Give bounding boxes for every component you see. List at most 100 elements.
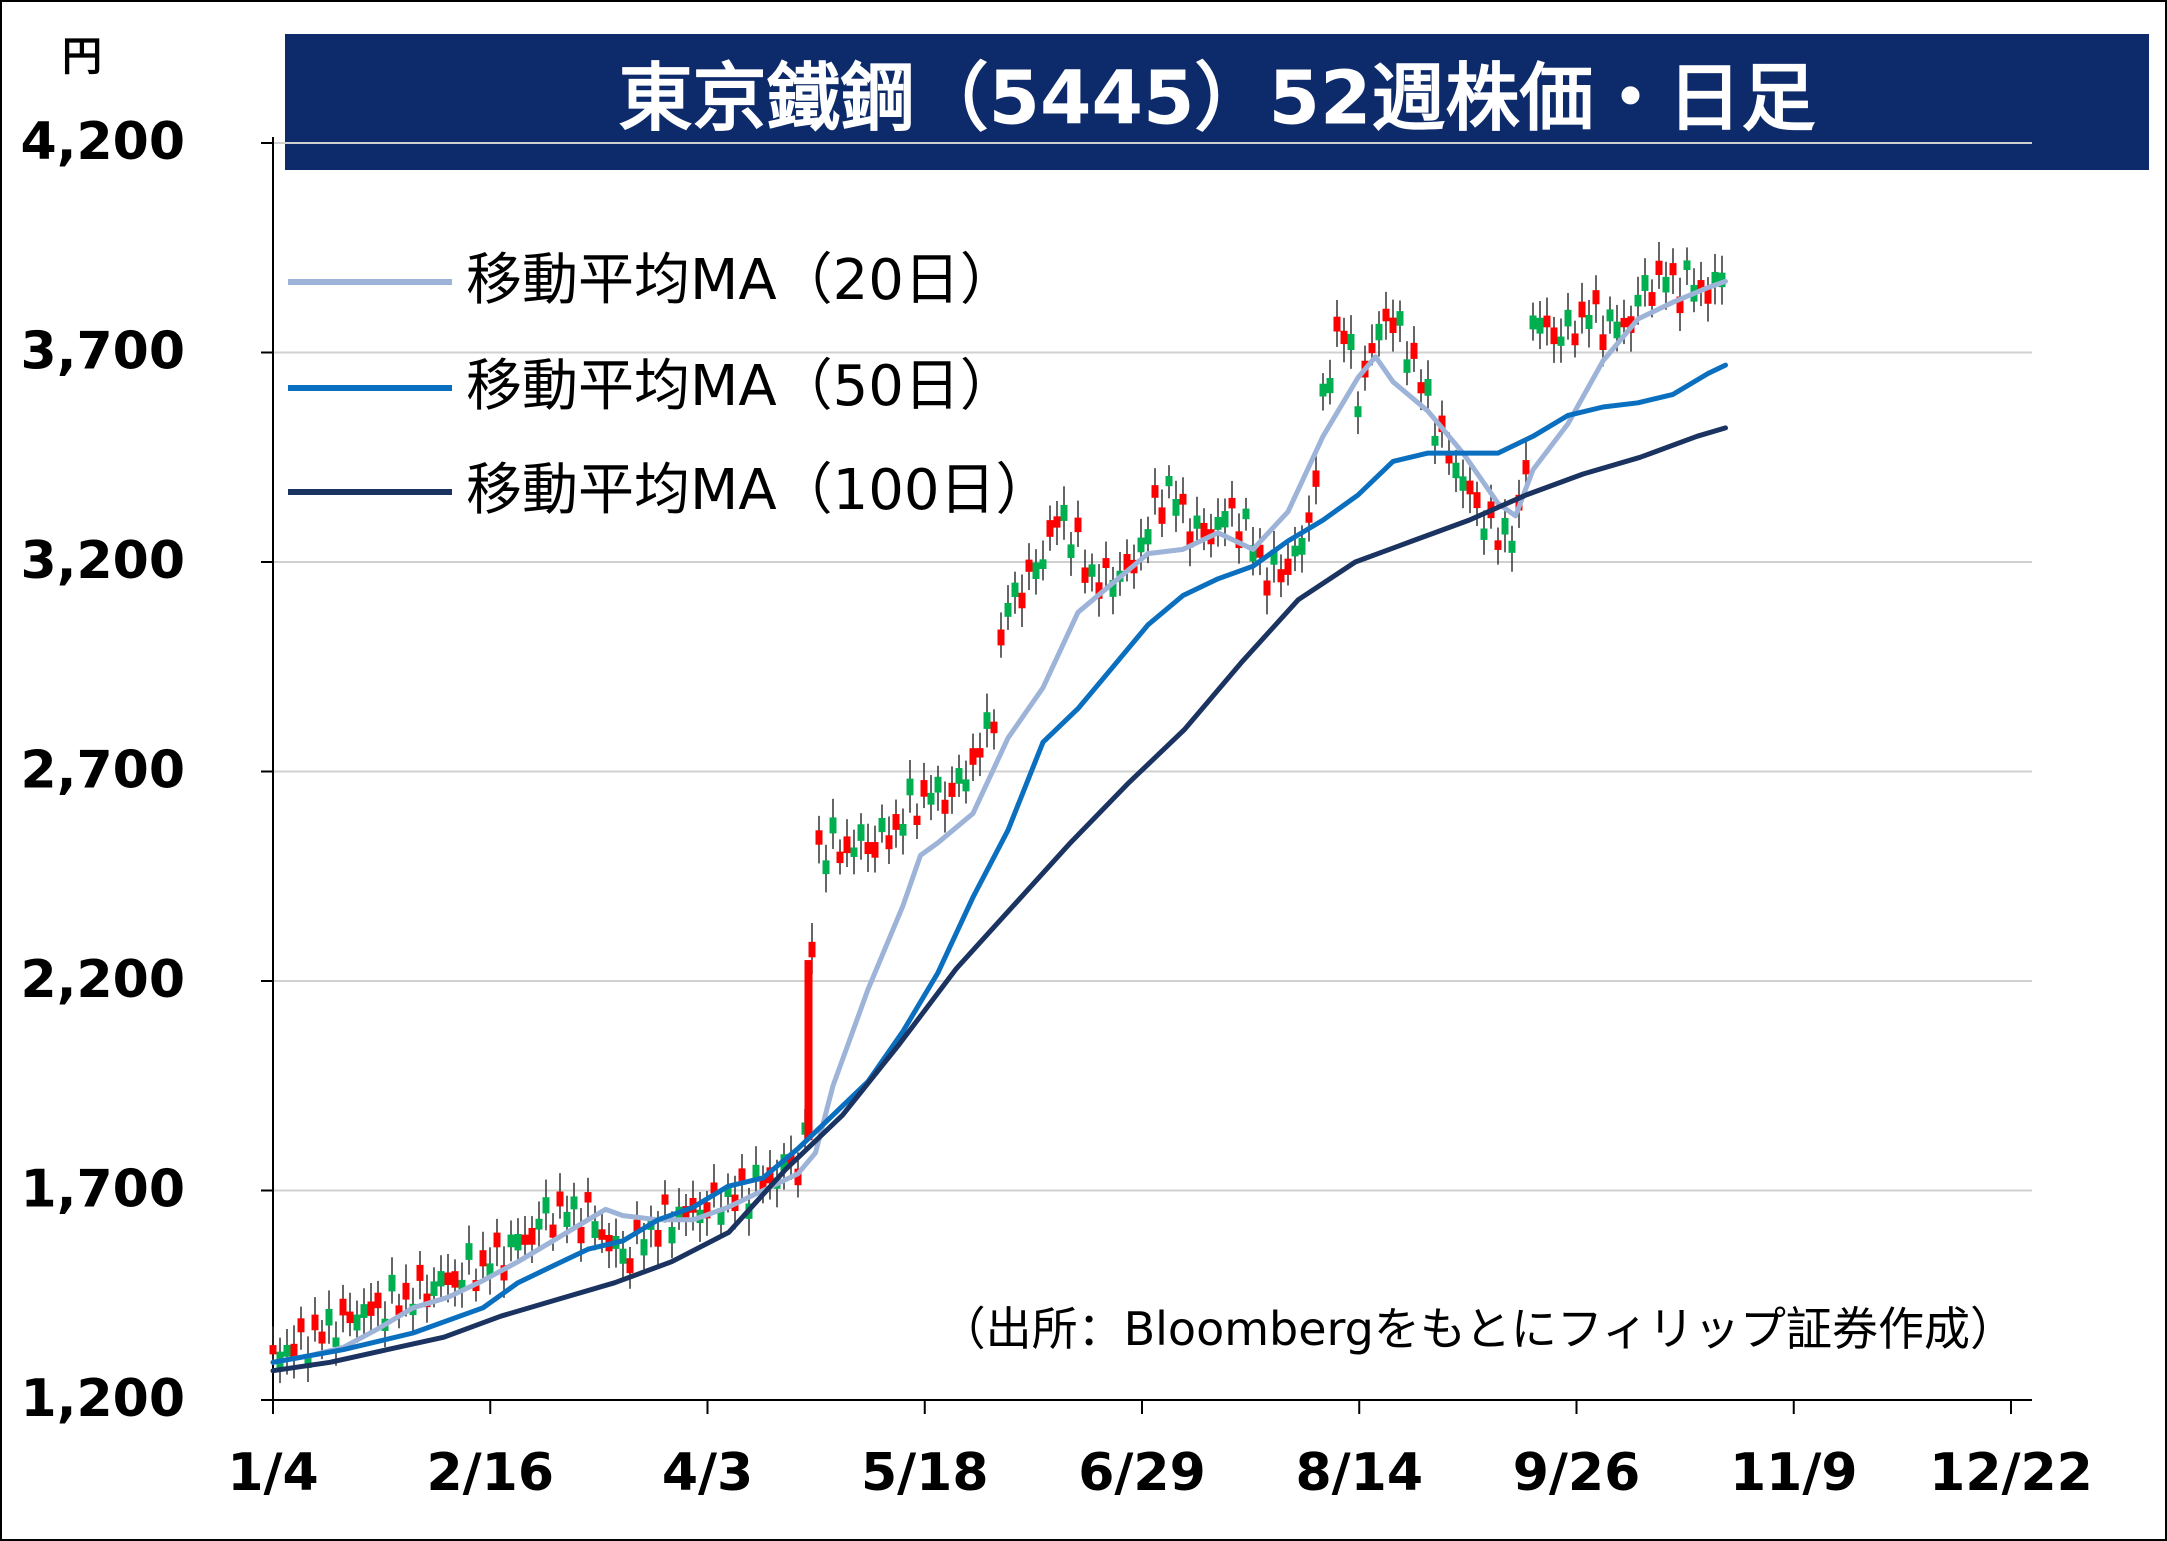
candle-body [962, 779, 970, 792]
candle [836, 839, 844, 875]
candle [500, 1246, 508, 1298]
candle-body [1158, 507, 1166, 524]
candle-body [479, 1250, 487, 1267]
legend-label: 移動平均MA（50日） [466, 354, 1016, 419]
candle-body [983, 712, 991, 729]
candle [1067, 531, 1075, 576]
candle [570, 1182, 578, 1228]
candle-body [1634, 294, 1642, 307]
x-tick-label: 6/29 [1078, 1443, 1206, 1503]
candle [850, 829, 858, 875]
candle-body [1522, 460, 1530, 475]
candle-body [1165, 475, 1173, 487]
candle-body [1032, 562, 1040, 579]
candle [402, 1264, 410, 1317]
candle-body [1669, 263, 1677, 276]
candle-body [941, 799, 949, 814]
candle-body [1242, 508, 1250, 520]
candle [542, 1179, 550, 1231]
candle-body [857, 824, 865, 841]
y-tick-label: 2,700 [21, 741, 185, 801]
source-note: （出所：Bloombergをもとにフィリップ証券作成） [940, 1302, 2016, 1356]
candle-body [1452, 462, 1460, 479]
candle [857, 813, 865, 860]
candle-body [1256, 544, 1264, 558]
candle-body [430, 1281, 438, 1296]
candle-body [878, 817, 886, 833]
candle-body [738, 1168, 746, 1181]
candle [1431, 420, 1439, 465]
candle-body [1557, 336, 1565, 346]
candle [1319, 373, 1327, 411]
candle [1375, 311, 1383, 357]
candle [1592, 275, 1600, 323]
candle [1312, 452, 1320, 505]
candle [1333, 300, 1341, 347]
candle [1270, 530, 1278, 583]
candle-body [1578, 301, 1586, 318]
candle-body [913, 815, 921, 825]
candle-body [1095, 582, 1103, 599]
candle-body [360, 1304, 368, 1318]
candle [332, 1321, 340, 1366]
candle-body [1480, 528, 1488, 540]
candle [367, 1282, 375, 1335]
candle [1641, 258, 1649, 307]
candle-body [1613, 321, 1621, 339]
candle-body [598, 1229, 606, 1240]
candle-body [1137, 537, 1145, 553]
x-tick-label: 8/14 [1295, 1443, 1423, 1503]
candle-body [493, 1232, 501, 1248]
candle [871, 825, 879, 873]
candle-body [990, 721, 998, 734]
candle-body [640, 1239, 648, 1256]
candle-body [1473, 492, 1481, 509]
candle [1025, 543, 1033, 591]
candle-body [1662, 276, 1670, 293]
candle-body [486, 1263, 494, 1277]
candle-body [437, 1271, 445, 1287]
candle-body [1711, 271, 1719, 286]
candle-body [1200, 522, 1208, 538]
candle [1193, 496, 1201, 546]
candle [1053, 500, 1061, 546]
candle-body [955, 768, 963, 784]
candle [1669, 248, 1677, 295]
candle [1403, 341, 1411, 386]
candle [1711, 253, 1719, 305]
candle [787, 1135, 795, 1180]
candle-body [500, 1265, 508, 1281]
candle-body [1564, 309, 1572, 327]
candle-body [1025, 559, 1033, 572]
candle [1354, 391, 1362, 435]
y-tick-label: 1,700 [21, 1160, 185, 1220]
candle-body [332, 1337, 340, 1347]
candle [1410, 326, 1418, 372]
candle [822, 844, 830, 893]
candle-body [584, 1192, 592, 1203]
candle [1389, 299, 1397, 352]
candle-body [682, 1206, 690, 1222]
candle-body [444, 1272, 452, 1285]
candle-body [577, 1226, 585, 1244]
candle-body [1550, 327, 1558, 345]
candle [1459, 459, 1467, 509]
candle [997, 612, 1005, 658]
candle [1102, 541, 1110, 587]
candle-body [1641, 275, 1649, 291]
candle [717, 1191, 725, 1237]
y-tick-label: 2,200 [21, 950, 185, 1010]
candle [864, 823, 872, 872]
candle-body [1067, 544, 1075, 559]
candle-body [948, 782, 956, 797]
candle [1151, 468, 1159, 515]
candle-body [1396, 311, 1404, 326]
candle-body [1704, 287, 1712, 304]
candle-body [1676, 296, 1684, 314]
candle [899, 808, 907, 855]
candle [269, 1326, 277, 1365]
y-tick-label: 1,200 [21, 1369, 185, 1429]
candle-body [1039, 559, 1047, 570]
candle [1382, 291, 1390, 340]
